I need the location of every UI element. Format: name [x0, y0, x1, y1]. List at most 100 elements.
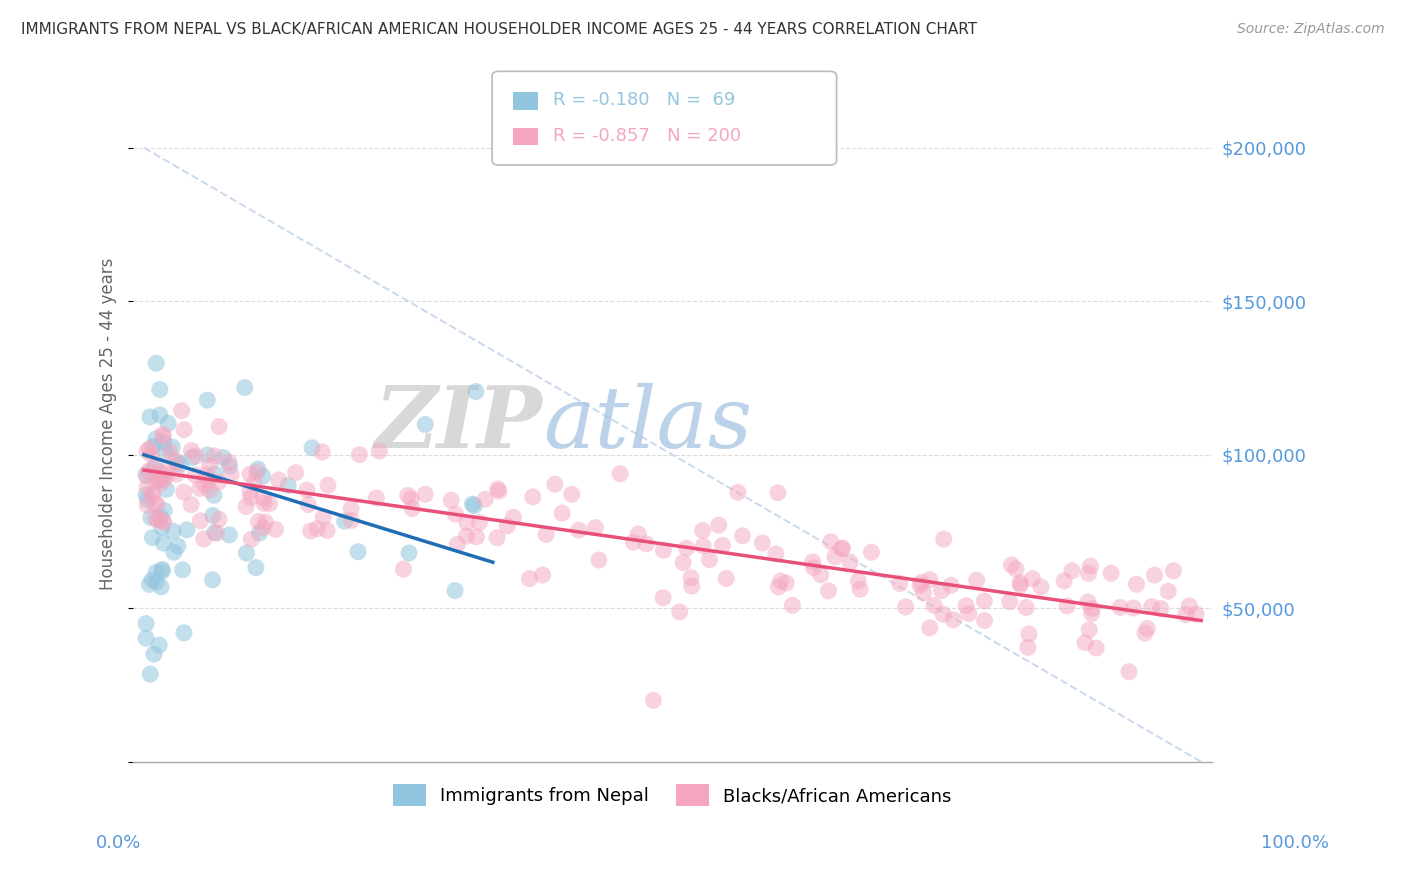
Point	[643, 693, 665, 707]
Point	[149, 408, 172, 422]
Point	[1136, 622, 1159, 636]
Point	[699, 553, 721, 567]
Point	[910, 575, 932, 590]
Point	[172, 563, 194, 577]
Point	[138, 464, 160, 478]
Point	[766, 485, 789, 500]
Point	[942, 613, 965, 627]
Point	[446, 537, 468, 551]
Point	[522, 490, 544, 504]
Point	[150, 564, 173, 578]
Point	[957, 607, 980, 621]
Point	[1118, 665, 1140, 679]
Point	[195, 467, 218, 482]
Point	[1005, 562, 1028, 576]
Point	[252, 521, 274, 535]
Point	[198, 458, 221, 473]
Point	[1074, 635, 1097, 649]
Point	[496, 519, 519, 533]
Point	[1085, 640, 1108, 655]
Point	[139, 667, 162, 681]
Point	[239, 491, 262, 505]
Point	[201, 508, 224, 523]
Point	[849, 582, 872, 597]
Point	[149, 383, 172, 397]
Point	[188, 482, 211, 496]
Point	[444, 583, 467, 598]
Point	[142, 486, 165, 500]
Point	[176, 523, 198, 537]
Point	[1080, 559, 1102, 574]
Point	[138, 442, 160, 456]
Point	[184, 449, 207, 463]
Point	[141, 573, 163, 587]
Point	[157, 417, 180, 431]
Point	[157, 461, 180, 475]
Point	[218, 459, 240, 474]
Point	[143, 497, 166, 511]
Point	[692, 539, 714, 553]
Point	[1053, 574, 1076, 588]
Point	[218, 455, 240, 469]
Point	[860, 545, 883, 559]
Point	[679, 571, 702, 585]
Legend: Immigrants from Nepal, Blacks/African Americans: Immigrants from Nepal, Blacks/African Am…	[387, 777, 959, 814]
Point	[197, 448, 219, 462]
Point	[1077, 595, 1099, 609]
Point	[1056, 599, 1078, 613]
Point	[444, 507, 467, 521]
Point	[166, 455, 188, 469]
Text: IMMIGRANTS FROM NEPAL VS BLACK/AFRICAN AMERICAN HOUSEHOLDER INCOME AGES 25 - 44 : IMMIGRANTS FROM NEPAL VS BLACK/AFRICAN A…	[21, 22, 977, 37]
Point	[349, 448, 371, 462]
Point	[1125, 577, 1147, 591]
Point	[160, 440, 183, 454]
Point	[1021, 572, 1043, 586]
Text: 0.0%: 0.0%	[96, 834, 141, 852]
Text: ZIP: ZIP	[375, 383, 543, 466]
Point	[145, 460, 167, 475]
Point	[253, 496, 276, 510]
Point	[769, 574, 792, 588]
Point	[135, 616, 157, 631]
Point	[295, 483, 318, 497]
Point	[139, 510, 162, 524]
Point	[908, 578, 931, 592]
Point	[277, 478, 299, 492]
Point	[153, 443, 176, 458]
Point	[208, 512, 231, 526]
Point	[149, 466, 172, 480]
Point	[366, 491, 388, 505]
Point	[1099, 566, 1122, 581]
Point	[163, 545, 186, 559]
Point	[135, 488, 157, 502]
Point	[398, 546, 420, 560]
Text: R = -0.857   N = 200: R = -0.857 N = 200	[553, 127, 741, 145]
Point	[922, 599, 945, 613]
Point	[299, 524, 322, 538]
Point	[955, 599, 977, 613]
Point	[973, 594, 995, 608]
Point	[1081, 601, 1104, 615]
Point	[675, 541, 697, 555]
Point	[152, 536, 174, 550]
Point	[912, 586, 935, 600]
Point	[1015, 600, 1038, 615]
Point	[135, 467, 157, 482]
Point	[152, 435, 174, 450]
Point	[297, 498, 319, 512]
Point	[190, 514, 212, 528]
Point	[136, 480, 159, 494]
Point	[207, 475, 229, 490]
Point	[153, 516, 176, 530]
Point	[918, 573, 941, 587]
Point	[202, 488, 225, 502]
Point	[146, 498, 169, 512]
Point	[1185, 607, 1208, 621]
Point	[145, 574, 167, 589]
Point	[173, 423, 195, 437]
Point	[218, 528, 240, 542]
Point	[311, 445, 333, 459]
Point	[347, 544, 370, 558]
Point	[170, 403, 193, 417]
Point	[609, 467, 631, 481]
